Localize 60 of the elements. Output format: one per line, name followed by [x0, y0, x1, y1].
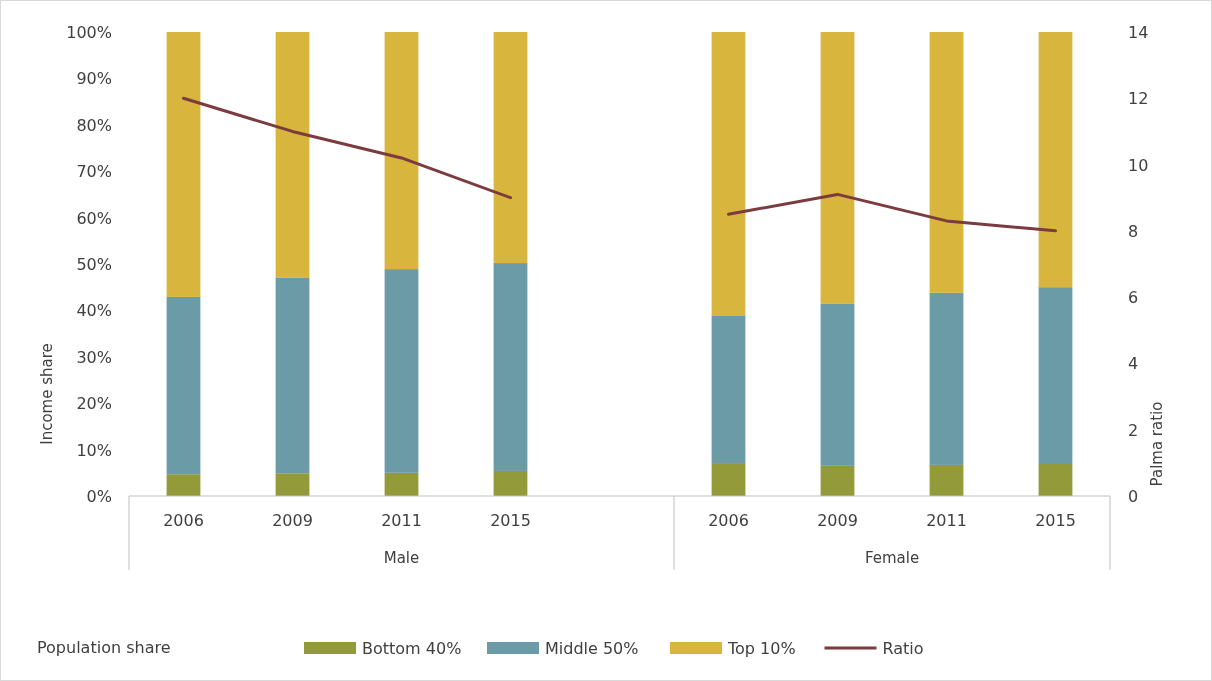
y2-tick-label: 4 [1128, 354, 1139, 374]
bar [275, 32, 310, 278]
bar [711, 463, 746, 496]
bar [166, 296, 201, 475]
bar [166, 474, 201, 496]
legend-label: Ratio [882, 639, 924, 658]
y-tick-label: 80% [76, 115, 112, 135]
bar [166, 32, 201, 297]
y2-tick-label: 8 [1128, 221, 1139, 241]
bar [275, 277, 310, 474]
text: Female [864, 549, 920, 567]
x-tick-label: 2015 [1035, 511, 1076, 530]
y-tick-label: 70% [76, 162, 112, 182]
legend-label: Top 10% [727, 639, 796, 658]
x-tick-label: 2006 [163, 511, 204, 530]
x-tick-label: 2015 [490, 511, 531, 530]
x-tick-label: 2006 [708, 511, 749, 530]
bar [711, 315, 746, 464]
legend-label: Middle 50% [545, 639, 639, 658]
y-tick-label: 10% [76, 440, 112, 460]
y2-tick-label: 0 [1128, 487, 1139, 506]
bar [384, 472, 419, 496]
bar [384, 32, 419, 270]
bar [711, 32, 746, 316]
bar [929, 32, 964, 293]
legend-label: Bottom 40% [362, 639, 462, 658]
bar [929, 292, 964, 465]
x-tick-label: 2011 [381, 511, 422, 530]
y-tick-label: 30% [76, 347, 112, 367]
bar [1038, 32, 1073, 288]
bar [820, 32, 855, 304]
y-axis-title: Income share [38, 343, 56, 445]
bar [929, 464, 964, 496]
y2-tick-label: 12 [1128, 89, 1149, 109]
y-tick-label: 20% [76, 394, 112, 414]
y2-tick-label: 6 [1128, 288, 1139, 308]
y-tick-label: 0% [86, 487, 112, 506]
bar [493, 470, 528, 496]
y-tick-label: 60% [76, 208, 112, 228]
legend-title: Population share [37, 638, 171, 657]
y-tick-label: 50% [76, 255, 112, 274]
y-tick-label: 40% [76, 301, 112, 321]
y-tick-label: 90% [76, 69, 112, 89]
bar [384, 269, 419, 473]
y2-tick-label: 14 [1128, 23, 1149, 42]
bar [493, 32, 528, 264]
y-tick-label: 100% [66, 23, 112, 42]
x-tick-label: 2009 [817, 511, 858, 530]
bar [1038, 463, 1073, 496]
y2-tick-label: 10 [1128, 155, 1149, 175]
bar [493, 263, 528, 471]
x-tick-label: 2011 [926, 511, 967, 530]
bar [1038, 287, 1073, 464]
bar [820, 465, 855, 496]
text: Male [383, 549, 420, 567]
bar [820, 303, 855, 466]
y2-tick-label: 2 [1128, 420, 1139, 440]
y2-axis-title: Palma ratio [1148, 401, 1166, 487]
x-tick-label: 2009 [272, 511, 313, 530]
bar [275, 473, 310, 496]
